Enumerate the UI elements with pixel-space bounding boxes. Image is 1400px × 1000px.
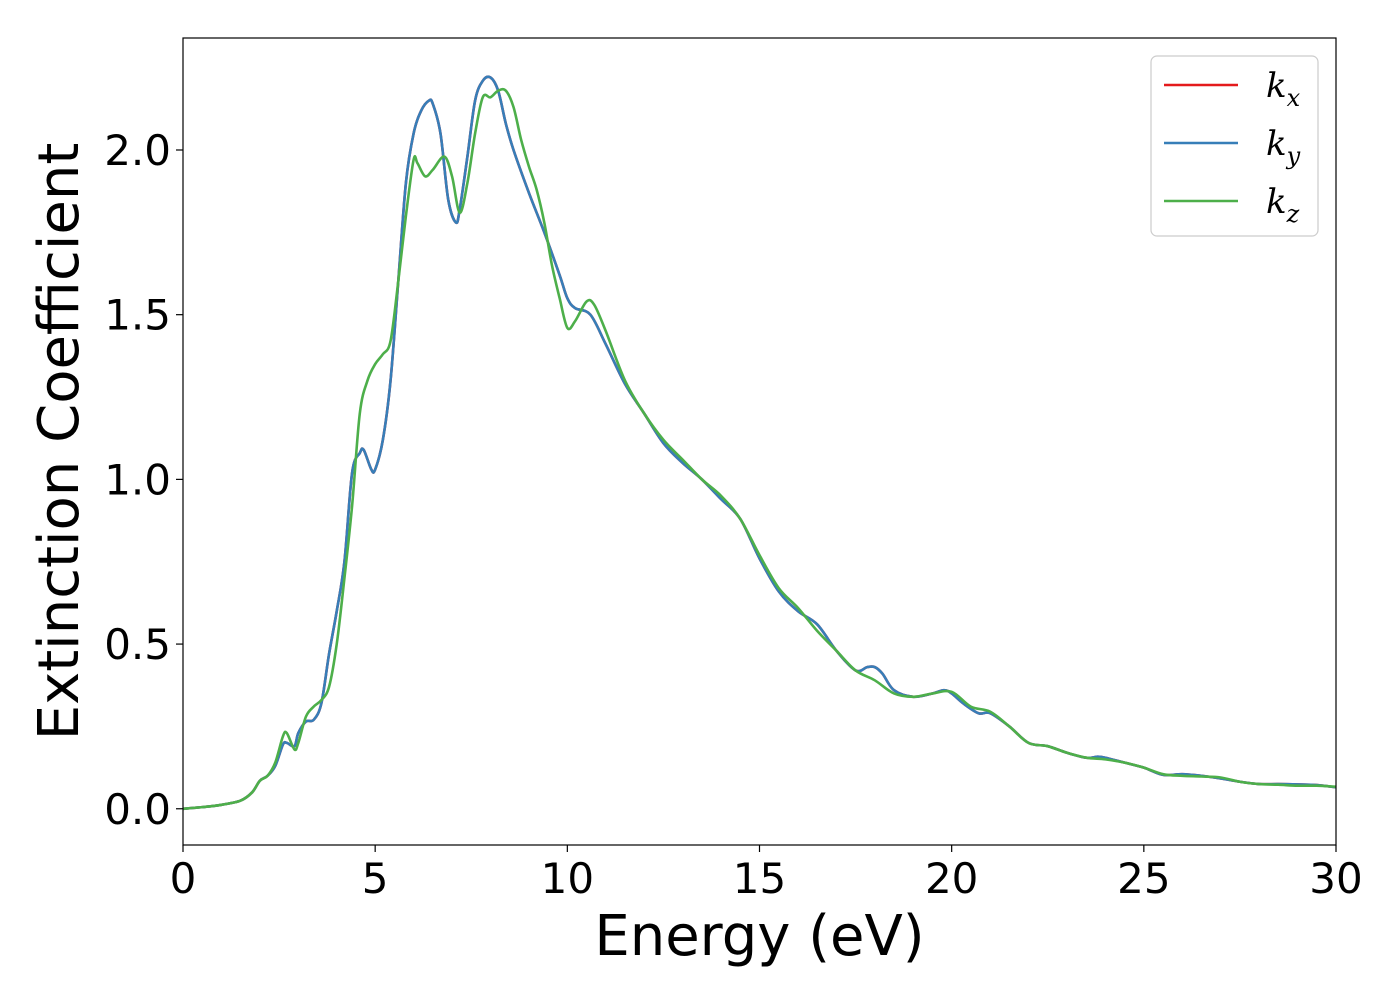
x-axis-label: Energy (eV) [594,904,924,969]
plot-area [183,38,1336,845]
legend-label-subscript: y [1286,142,1301,170]
legend-label: kx [1266,66,1301,112]
y-axis-label: Extinction Coefficient [27,143,92,741]
legend-box [1150,55,1319,237]
x-axis-ticks: 0 5 10 15 20 25 30 [170,845,1363,903]
y-tick-label: 0.5 [104,620,171,669]
x-tick-label: 20 [925,854,978,903]
series-line-k-z [183,87,1336,811]
legend-label-base: k [1266,182,1287,222]
legend-label-base: k [1266,66,1287,106]
x-tick-label: 10 [541,854,594,903]
legend-label: kz [1266,182,1300,228]
y-tick-label: 1.5 [104,291,171,340]
series-layer [183,75,1336,811]
x-tick-label: 15 [733,854,786,903]
y-tick-label: 1.0 [104,455,171,504]
y-tick-label: 0.0 [104,785,171,834]
y-tick-label: 2.0 [104,126,171,175]
x-tick-label: 30 [1309,854,1362,903]
legend-label-subscript: z [1286,200,1300,228]
y-axis-ticks: 0.0 0.5 1.0 1.5 2.0 [104,126,183,834]
x-tick-label: 0 [170,854,197,903]
legend-label: ky [1266,124,1301,170]
legend-label-base: k [1266,124,1287,164]
x-tick-label: 25 [1117,854,1170,903]
x-tick-label: 5 [362,854,389,903]
legend-label-subscript: x [1287,84,1301,112]
